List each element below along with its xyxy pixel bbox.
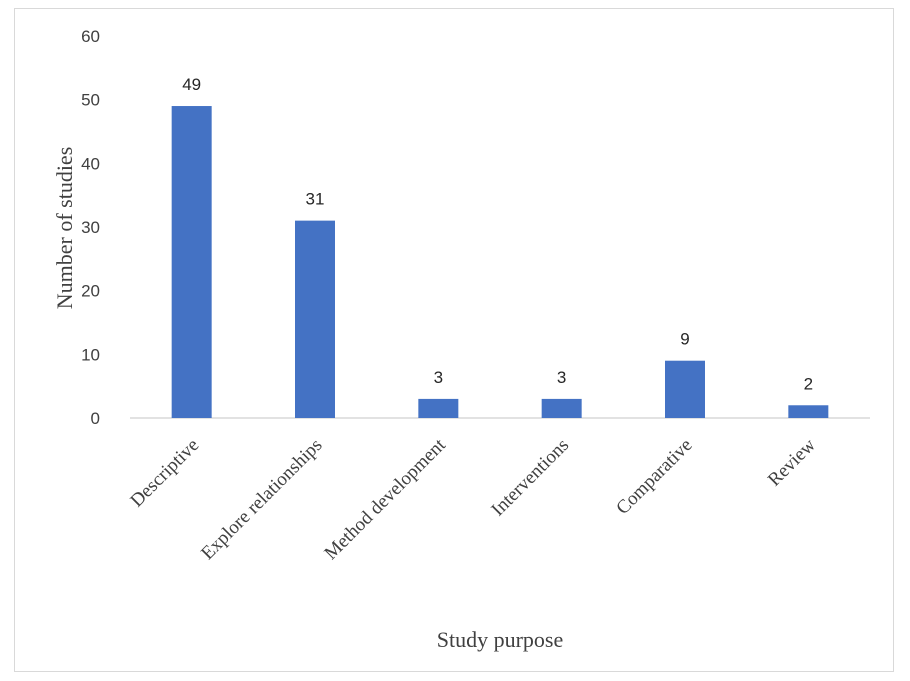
data-label: 2 bbox=[804, 374, 813, 393]
data-labels: 49 31 3 3 9 2 bbox=[182, 75, 813, 393]
bar bbox=[665, 360, 705, 418]
bar bbox=[418, 398, 459, 418]
y-axis-title: Number of studies bbox=[52, 147, 77, 310]
bar bbox=[171, 106, 212, 419]
category-label: Comparative bbox=[612, 435, 696, 519]
y-tick-label: 10 bbox=[81, 345, 100, 364]
bar bbox=[541, 398, 582, 418]
data-label: 31 bbox=[306, 190, 325, 209]
data-label: 49 bbox=[182, 75, 201, 94]
y-tick-label: 40 bbox=[81, 154, 100, 173]
y-axis-ticks: 0 10 20 30 40 50 60 bbox=[81, 27, 100, 428]
x-axis-title: Study purpose bbox=[437, 627, 564, 652]
bar bbox=[788, 405, 829, 418]
data-label: 3 bbox=[557, 368, 566, 387]
y-tick-label: 50 bbox=[81, 91, 100, 110]
bar bbox=[295, 220, 335, 418]
category-label: Explore relationships bbox=[197, 435, 326, 564]
chart-frame bbox=[14, 8, 894, 672]
bars bbox=[171, 106, 829, 419]
data-label: 9 bbox=[680, 330, 689, 349]
category-label: Review bbox=[764, 434, 820, 490]
y-tick-label: 0 bbox=[91, 409, 100, 428]
category-label: Interventions bbox=[487, 435, 573, 521]
category-label: Descriptive bbox=[126, 435, 203, 512]
y-tick-label: 60 bbox=[81, 27, 100, 46]
data-label: 3 bbox=[434, 368, 443, 387]
y-tick-label: 20 bbox=[81, 282, 100, 301]
y-tick-label: 30 bbox=[81, 218, 100, 237]
category-label: Method development bbox=[320, 434, 450, 564]
